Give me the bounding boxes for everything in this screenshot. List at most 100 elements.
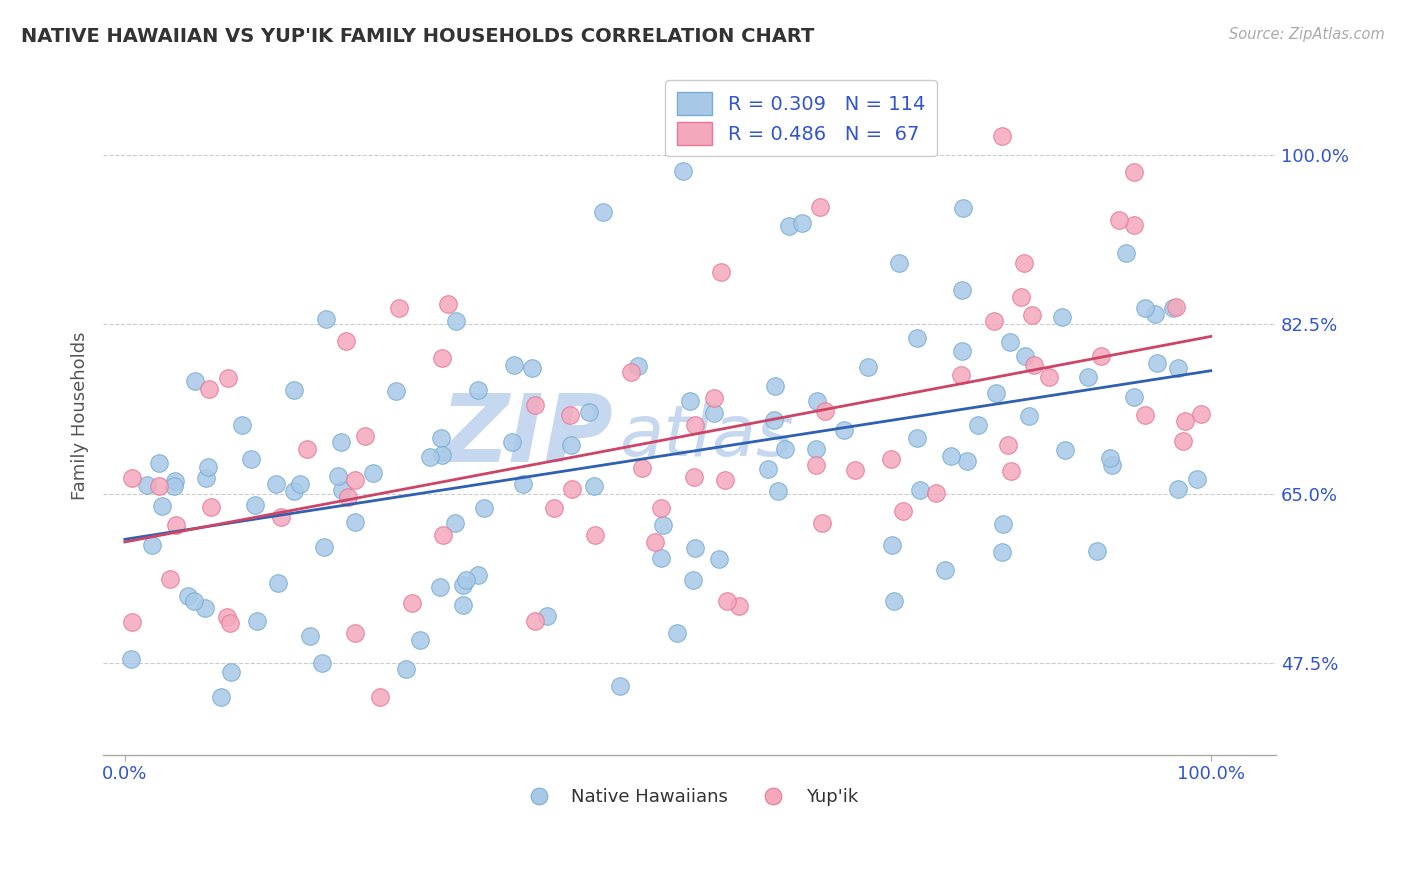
Point <box>408 633 430 648</box>
Point <box>453 599 475 613</box>
Point <box>246 614 269 628</box>
Point <box>808 200 831 214</box>
Point <box>388 301 411 315</box>
Point <box>627 359 650 373</box>
Point <box>891 504 914 518</box>
Point <box>814 403 837 417</box>
Point <box>121 615 143 629</box>
Point <box>939 449 962 463</box>
Point <box>1012 256 1035 270</box>
Point <box>344 625 367 640</box>
Point <box>1174 414 1197 428</box>
Point <box>295 442 318 457</box>
Point <box>429 581 451 595</box>
Point <box>148 479 170 493</box>
Point <box>716 594 738 608</box>
Point <box>200 500 222 515</box>
Point <box>883 594 905 608</box>
Point <box>239 452 262 467</box>
Point <box>523 398 546 412</box>
Point <box>1146 356 1168 370</box>
Point <box>991 544 1014 558</box>
Point <box>683 469 706 483</box>
Point <box>952 201 974 215</box>
Point <box>197 460 219 475</box>
Point <box>336 490 359 504</box>
Point <box>177 589 200 603</box>
Point <box>1108 213 1130 227</box>
Point <box>503 358 526 372</box>
Point <box>1189 407 1212 421</box>
Point <box>1133 301 1156 316</box>
Point <box>194 471 217 485</box>
Point <box>512 477 534 491</box>
Point <box>368 690 391 704</box>
Point <box>949 368 972 383</box>
Point <box>934 563 956 577</box>
Point <box>560 438 582 452</box>
Point <box>834 423 856 437</box>
Point <box>620 365 643 379</box>
Point <box>1085 543 1108 558</box>
Point <box>810 516 832 530</box>
Point <box>315 311 337 326</box>
Point <box>335 334 357 348</box>
Point <box>1185 472 1208 486</box>
Point <box>583 528 606 542</box>
Point <box>419 450 441 465</box>
Point <box>763 412 786 426</box>
Point <box>184 374 207 388</box>
Point <box>141 537 163 551</box>
Point <box>1000 335 1022 350</box>
Point <box>1171 434 1194 449</box>
Point <box>1167 361 1189 376</box>
Point <box>150 499 173 513</box>
Point <box>728 599 751 614</box>
Point <box>844 463 866 477</box>
Point <box>778 219 800 233</box>
Point <box>1166 300 1188 314</box>
Point <box>1050 310 1073 324</box>
Point <box>925 486 948 500</box>
Point <box>165 474 187 488</box>
Point <box>299 629 322 643</box>
Point <box>592 205 614 219</box>
Point <box>283 383 305 397</box>
Point <box>682 573 704 587</box>
Point <box>363 466 385 480</box>
Point <box>194 600 217 615</box>
Point <box>558 408 581 422</box>
Point <box>266 477 288 491</box>
Point <box>243 498 266 512</box>
Point <box>267 575 290 590</box>
Point <box>288 476 311 491</box>
Point <box>1144 307 1167 321</box>
Point <box>713 473 735 487</box>
Point <box>889 256 911 270</box>
Point <box>983 313 1005 327</box>
Point <box>702 391 724 405</box>
Point <box>120 652 142 666</box>
Point <box>136 478 159 492</box>
Point <box>703 406 725 420</box>
Point <box>966 418 988 433</box>
Point <box>710 265 733 279</box>
Point <box>444 516 467 530</box>
Text: atlas: atlas <box>619 402 794 471</box>
Point <box>1167 483 1189 497</box>
Point <box>543 500 565 515</box>
Y-axis label: Family Households: Family Households <box>72 332 89 500</box>
Point <box>183 594 205 608</box>
Point <box>159 572 181 586</box>
Point <box>1099 451 1122 466</box>
Point <box>763 379 786 393</box>
Point <box>1163 301 1185 315</box>
Point <box>984 386 1007 401</box>
Point <box>1014 349 1036 363</box>
Point <box>270 510 292 524</box>
Point <box>1133 408 1156 422</box>
Point <box>329 434 352 449</box>
Point <box>520 361 543 376</box>
Point <box>723 128 745 143</box>
Point <box>756 462 779 476</box>
